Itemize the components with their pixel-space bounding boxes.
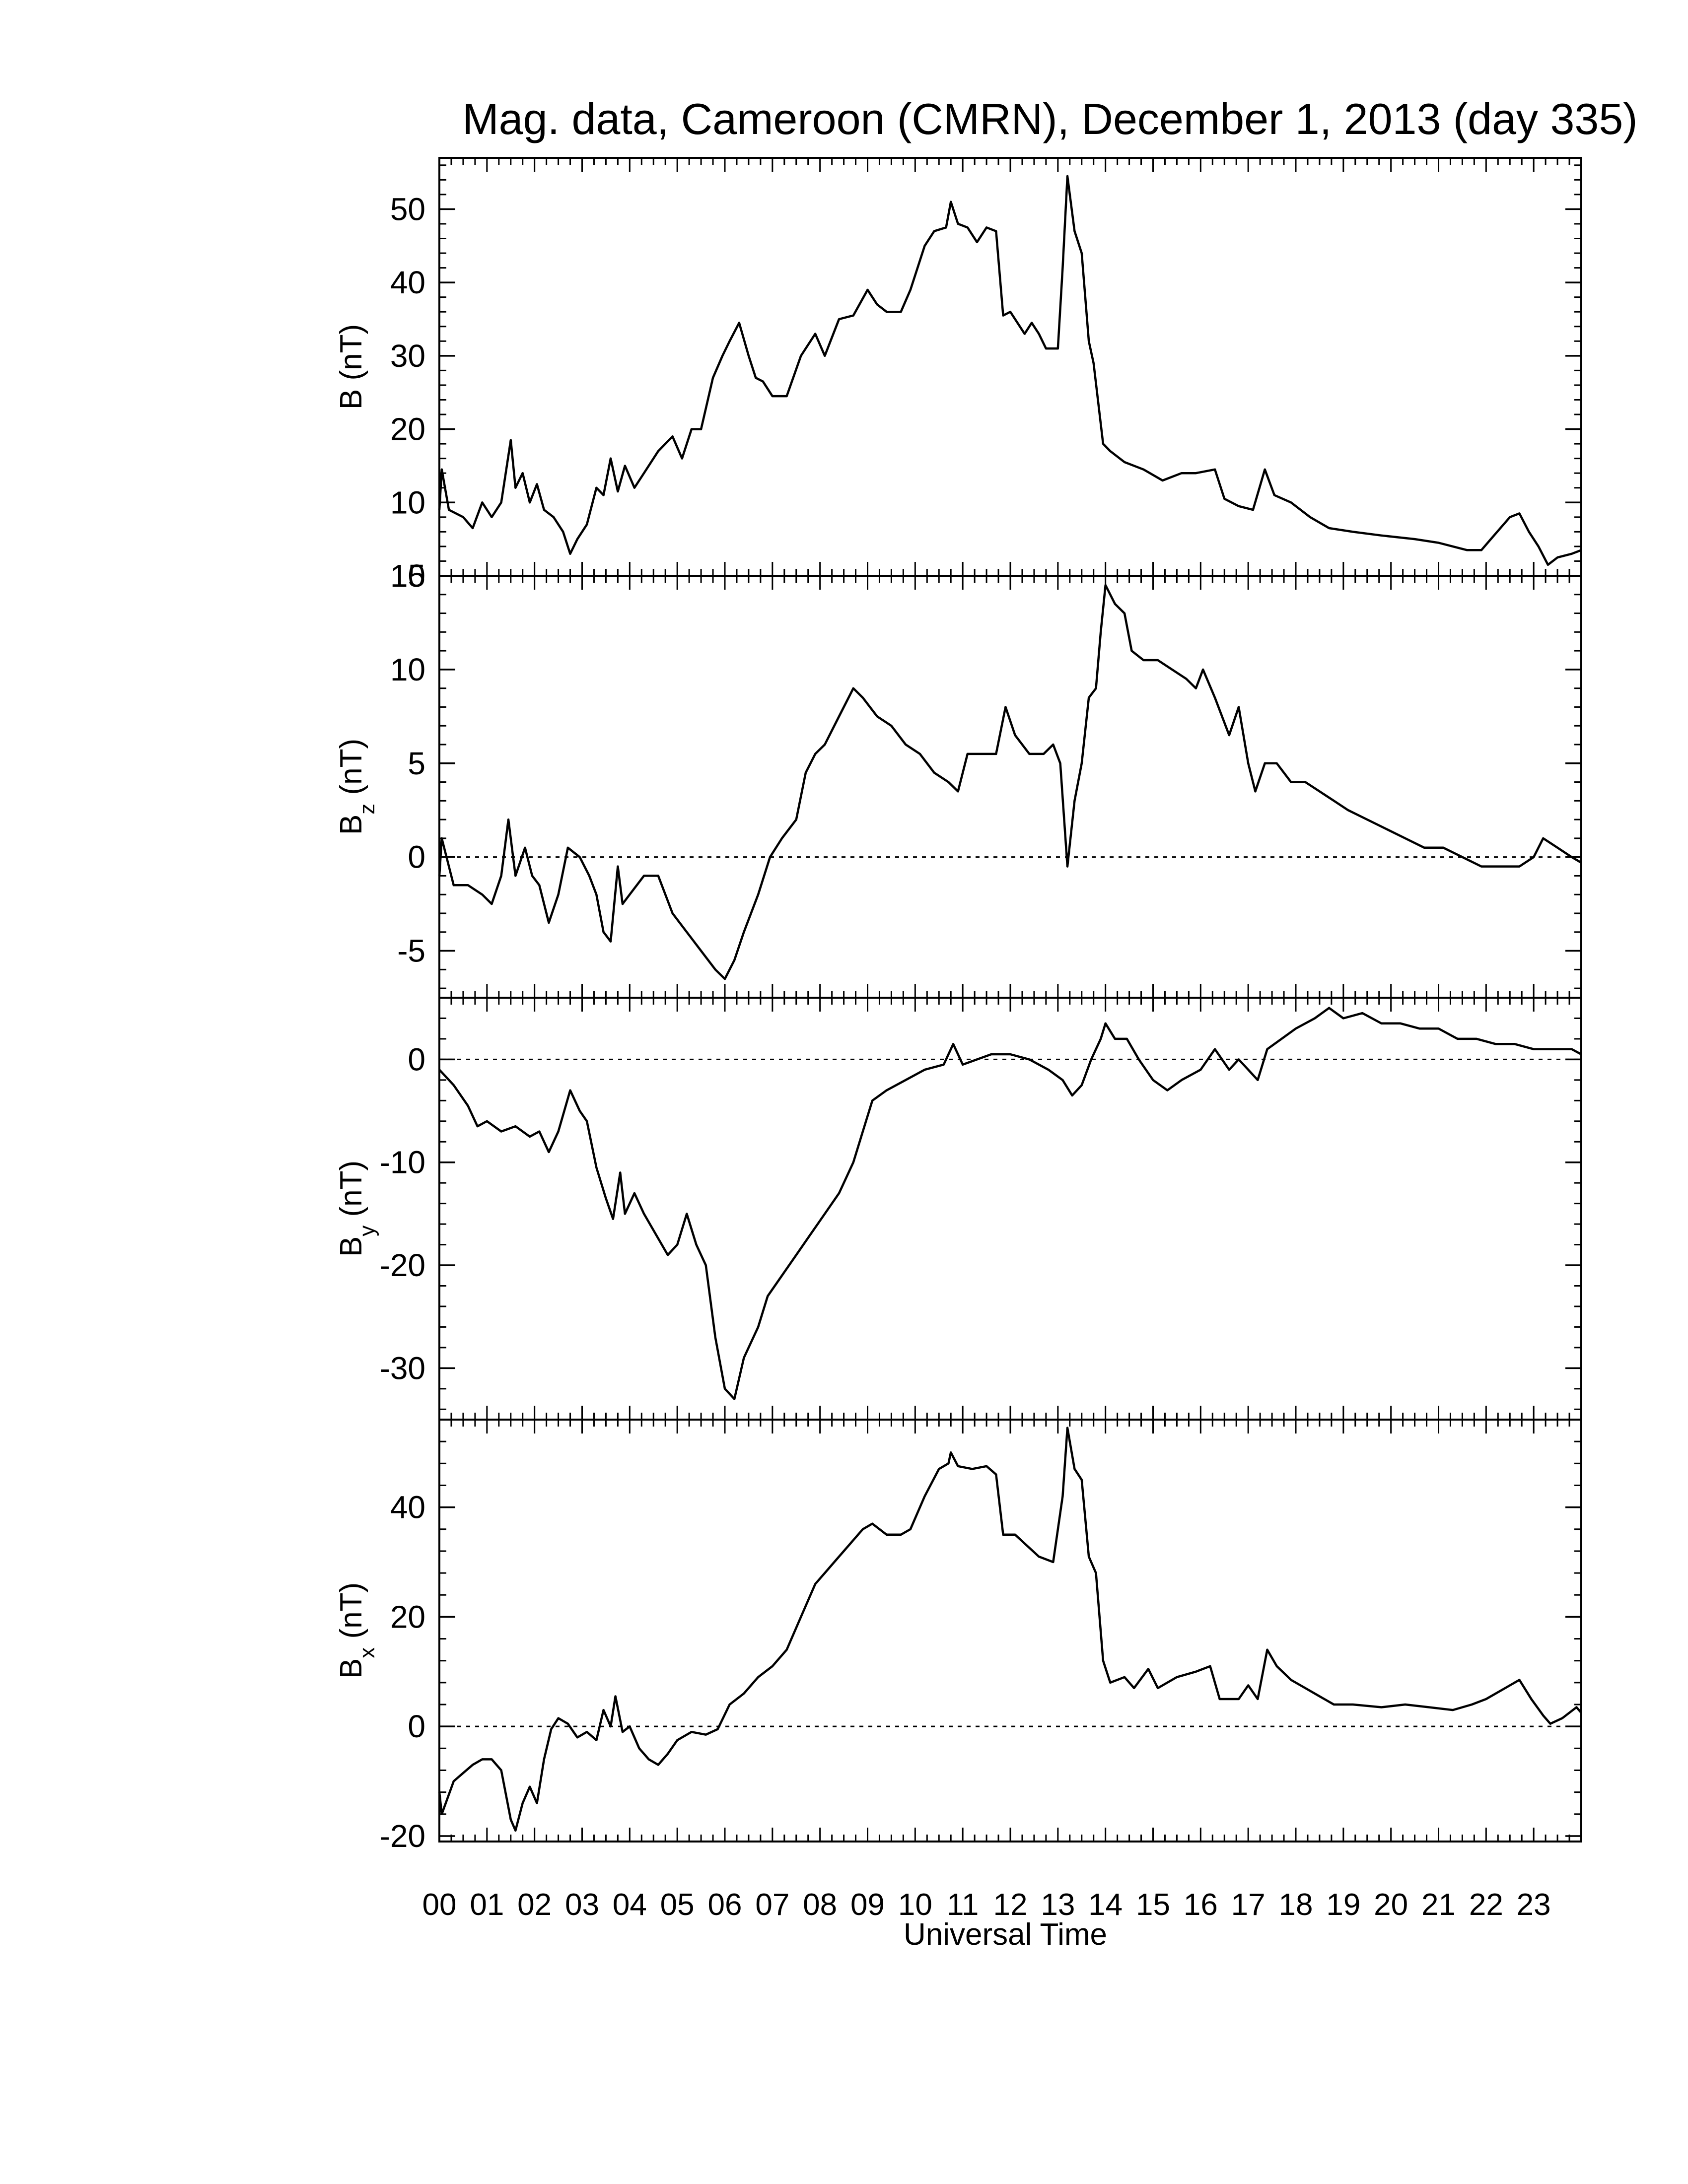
b-z-y-axis-label: Bz (nT) xyxy=(334,739,379,835)
x-tick-label: 15 xyxy=(1136,1888,1170,1922)
x-tick-label: 23 xyxy=(1517,1888,1551,1922)
x-tick-label: 06 xyxy=(708,1888,742,1922)
b-x-y-axis-label: Bx (nT) xyxy=(334,1582,379,1679)
b-z-series-line xyxy=(438,584,1582,980)
x-tick-label: 03 xyxy=(565,1888,599,1922)
b-z-y-tick-label: 0 xyxy=(408,839,425,875)
b-y-y-axis-label: By (nT) xyxy=(334,1160,379,1257)
b-z-y-label-main: B xyxy=(334,815,368,835)
b-y-y-tick-label: -30 xyxy=(380,1350,426,1386)
chart-title: Mag. data, Cameroon (CMRN), December 1, … xyxy=(462,94,1637,143)
b-x-plot-frame xyxy=(438,1419,1582,1843)
b-total-y-tick-label: 0 xyxy=(408,558,425,594)
b-y-series-line xyxy=(438,1007,1582,1400)
b-z-y-label-unit: (nT) xyxy=(334,739,368,804)
x-tick-label: 19 xyxy=(1326,1888,1360,1922)
x-tick-label: 20 xyxy=(1374,1888,1408,1922)
x-tick-label: 07 xyxy=(755,1888,789,1922)
x-tick-label: 01 xyxy=(470,1888,504,1922)
b-x-y-tick-label: 0 xyxy=(408,1708,425,1744)
b-x-y-label-subscript: x xyxy=(355,1647,379,1658)
b-total-y-tick-label: 10 xyxy=(390,484,425,520)
b-total-y-tick-label: 40 xyxy=(390,265,425,300)
b-total-y-label-unit: (nT) xyxy=(334,324,368,389)
b-y-y-tick-label: 0 xyxy=(408,1041,425,1077)
b-z-y-tick-label: 15 xyxy=(390,558,425,594)
x-tick-label: 21 xyxy=(1421,1888,1456,1922)
x-tick-label: 12 xyxy=(993,1888,1028,1922)
b-total-y-axis-label: B (nT) xyxy=(334,324,368,410)
b-x-series-line xyxy=(438,1427,1582,1832)
b-total-y-label-main: B xyxy=(334,389,368,410)
b-y-y-label-main: B xyxy=(334,1236,368,1257)
x-tick-label: 18 xyxy=(1279,1888,1313,1922)
x-tick-label: 14 xyxy=(1088,1888,1123,1922)
b-x-y-label-main: B xyxy=(334,1658,368,1679)
b-total-y-tick-label: 20 xyxy=(390,411,425,447)
x-tick-label: 16 xyxy=(1184,1888,1218,1922)
b-x-y-tick-label: 20 xyxy=(390,1599,425,1635)
x-tick-labels: 00 01 02 03 04 05 06 07 08 09 10 11 12 13 14 15 16 17 18 19… xyxy=(422,1888,1551,1922)
b-total-series-line xyxy=(438,175,1582,566)
b-z-y-tick-label: 5 xyxy=(408,746,425,781)
b-z-y-label-subscript: z xyxy=(355,804,379,815)
x-tick-label: 22 xyxy=(1469,1888,1503,1922)
panels-group: 0 10 20 30 40 50 B (nT) -5 0 5 10 15 Bz (nT) -30 -20 -1… xyxy=(334,157,1582,1854)
b-y-y-tick-label: -10 xyxy=(380,1145,426,1180)
panel-b-y: -30 -20 -10 0 By (nT) xyxy=(334,997,1582,1421)
b-total-y-tick-label: 30 xyxy=(390,338,425,374)
b-y-y-label-unit: (nT) xyxy=(334,1160,368,1226)
x-tick-label: 17 xyxy=(1231,1888,1266,1922)
panel-b-x: -20 0 20 40 Bx (nT) xyxy=(334,1419,1582,1854)
b-total-plot-frame xyxy=(438,157,1582,577)
x-tick-label: 09 xyxy=(850,1888,885,1922)
x-tick-label: 13 xyxy=(1041,1888,1075,1922)
x-tick-label: 02 xyxy=(517,1888,552,1922)
x-tick-label: 10 xyxy=(898,1888,932,1922)
b-total-y-tick-label: 50 xyxy=(390,191,425,227)
x-tick-label: 00 xyxy=(422,1888,457,1922)
panel-b-total: 0 10 20 30 40 50 B (nT) xyxy=(334,157,1582,594)
b-x-y-tick-label: 40 xyxy=(390,1490,425,1525)
x-tick-label: 05 xyxy=(660,1888,695,1922)
b-y-plot-frame xyxy=(438,997,1582,1421)
b-x-y-label-unit: (nT) xyxy=(334,1582,368,1647)
b-z-y-tick-label: -5 xyxy=(397,933,425,969)
x-tick-label: 11 xyxy=(947,1888,979,1922)
panel-b-z: -5 0 5 10 15 Bz (nT) xyxy=(334,558,1582,999)
x-tick-label: 04 xyxy=(613,1888,647,1922)
b-x-y-tick-label: -20 xyxy=(380,1818,426,1854)
x-axis-label: Universal Time xyxy=(904,1917,1107,1952)
b-y-y-tick-label: -20 xyxy=(380,1247,426,1283)
x-tick-label: 08 xyxy=(803,1888,837,1922)
b-y-y-label-subscript: y xyxy=(355,1226,379,1236)
b-z-y-tick-label: 10 xyxy=(390,652,425,687)
